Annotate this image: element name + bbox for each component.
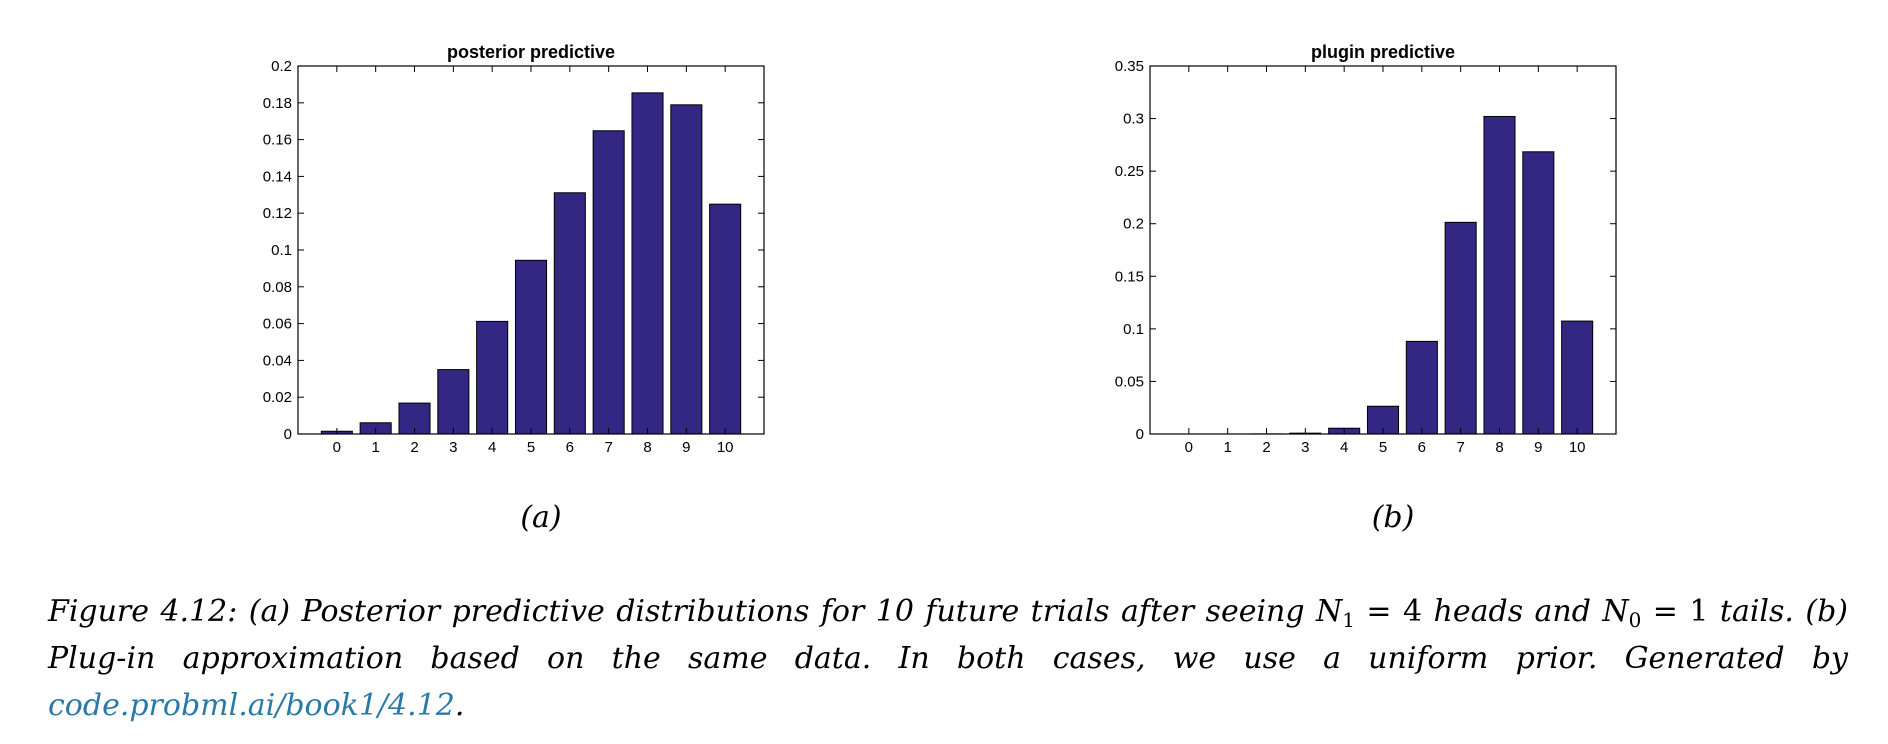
bar-9 [670, 104, 703, 435]
caption-n1-eq: = 4 [1355, 594, 1423, 629]
y-tick-label: 0.04 [263, 352, 292, 369]
x-tick-label: 10 [1569, 439, 1586, 456]
bar-4 [476, 320, 509, 435]
caption-suffix: tails. (b) Plug-in approximation based o… [48, 594, 1848, 676]
y-tick-label: 0.02 [263, 389, 292, 406]
x-tick-label: 1 [371, 439, 379, 456]
x-tick-label: 4 [488, 439, 496, 456]
caption-middle: heads and [1422, 594, 1603, 629]
caption-code-link[interactable]: code.probml.ai/book1/4.12 [48, 688, 455, 723]
plugin-predictive-chart: 0 0.05 0.1 0.15 0.2 0.25 0.3 0.35 0 1 2 3 4 5 6 7 8 9 10 pl… [1115, 42, 1617, 535]
caption-n1-sub: 1 [1342, 608, 1355, 632]
y-tick-label: 0.2 [271, 58, 292, 75]
caption-prefix: Figure 4.12: (a) Posterior predictive di… [48, 594, 1317, 629]
y-tick-label: 0.16 [263, 132, 292, 149]
x-tick-label: 2 [1262, 439, 1270, 456]
x-tick-label: 10 [717, 439, 734, 456]
y-tick-label: 0.3 [1123, 111, 1144, 128]
chart-title: plugin predictive [1311, 42, 1455, 62]
y-tick-label: 0.1 [271, 242, 292, 259]
x-tick-label: 5 [527, 439, 535, 456]
x-tick-label: 5 [1379, 439, 1387, 456]
x-tick-label: 8 [1495, 439, 1503, 456]
figure-caption: Figure 4.12: (a) Posterior predictive di… [48, 588, 1848, 729]
y-tick-label: 0.1 [1123, 321, 1144, 338]
y-tick-label: 0.08 [263, 279, 292, 296]
panel-label: (b) [1372, 500, 1415, 535]
y-tick-label: 0 [1136, 426, 1144, 443]
chart-title: posterior predictive [447, 42, 615, 62]
y-tick-label: 0.2 [1123, 216, 1144, 233]
bar-9 [1522, 151, 1555, 435]
y-tick-label: 0.12 [263, 205, 292, 222]
y-tick-label: 0 [284, 426, 292, 443]
x-tick-label: 1 [1223, 439, 1231, 456]
panel-label: (a) [520, 500, 561, 535]
x-tick-label: 3 [449, 439, 457, 456]
y-tick-label: 0.18 [263, 95, 292, 112]
caption-n0-eq: = 1 [1641, 594, 1709, 629]
bar-7 [1444, 221, 1477, 435]
x-tick-label: 0 [333, 439, 341, 456]
y-tick-label: 0.15 [1115, 268, 1144, 285]
x-tick-label: 8 [643, 439, 651, 456]
bar-8 [1483, 115, 1516, 435]
y-tick-label: 0.25 [1115, 163, 1144, 180]
bar-7 [592, 130, 625, 435]
x-tick-label: 7 [604, 439, 612, 456]
caption-n0-sub: 0 [1628, 608, 1642, 632]
figure: 00.020.040.060.080.10.120.140.160.180.20… [263, 42, 1617, 535]
caption-n0-var: N [1602, 594, 1629, 629]
x-tick-label: 6 [566, 439, 574, 456]
x-tick-label: 3 [1301, 439, 1309, 456]
x-tick-label: 4 [1340, 439, 1348, 456]
x-tick-label: 6 [1418, 439, 1426, 456]
bar-6 [1405, 340, 1438, 435]
bar-10 [1561, 320, 1594, 435]
bar-6 [553, 192, 586, 435]
bar-5 [514, 259, 548, 435]
y-tick-label: 0.35 [1115, 58, 1144, 75]
y-tick-label: 0.05 [1115, 373, 1144, 390]
x-tick-label: 9 [1534, 439, 1542, 456]
bar-10 [709, 203, 742, 435]
bar-3 [437, 369, 470, 435]
y-tick-label: 0.14 [263, 168, 292, 185]
caption-n1-var: N [1316, 594, 1343, 629]
posterior-predictive-chart: 0 0.02 0.04 0.06 0.08 0.1 0.12 0.14 0.16 0.18 0.2 0… [263, 42, 765, 535]
caption-end: . [454, 688, 465, 723]
x-tick-label: 7 [1456, 439, 1464, 456]
x-tick-label: 0 [1185, 439, 1193, 456]
x-tick-label: 2 [410, 439, 418, 456]
x-tick-label: 9 [682, 439, 690, 456]
y-tick-label: 0.06 [263, 316, 292, 333]
bar-8 [631, 92, 664, 435]
